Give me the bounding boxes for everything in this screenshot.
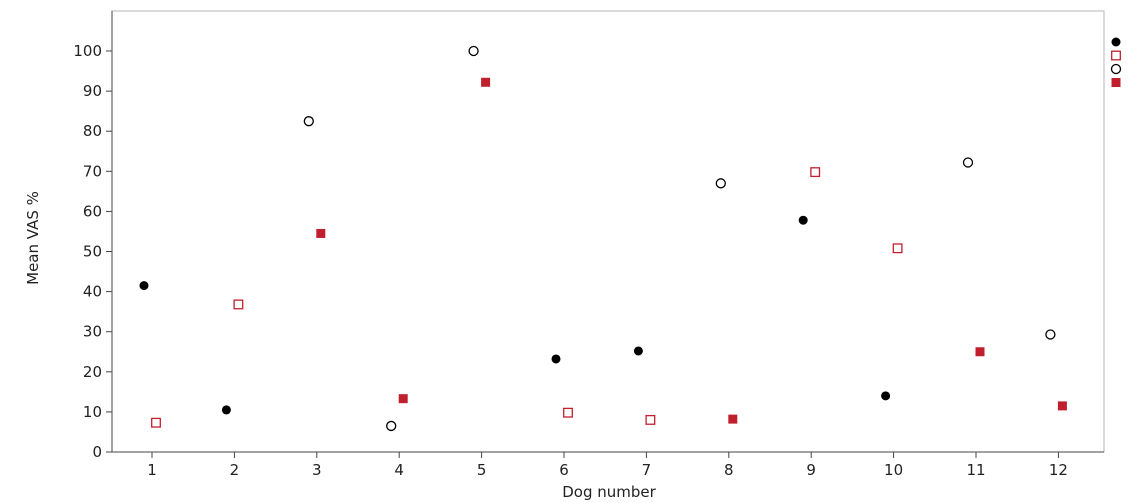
data-point-filled-square [1057, 401, 1067, 411]
y-tick-label: 100 [73, 42, 102, 60]
x-tick-label: 3 [312, 461, 322, 479]
data-point-filled-square [728, 414, 738, 424]
data-point-filled-circle [551, 354, 561, 364]
data-point-open-circle [303, 116, 314, 127]
x-axis-ticks: 1 2 3 4 5 6 7 8 9 10 11 12 [147, 452, 1068, 479]
x-tick-label: 12 [1049, 461, 1068, 479]
y-tick-label: 0 [92, 443, 102, 461]
y-tick-label: 40 [83, 283, 102, 301]
data-point-filled-circle [139, 281, 149, 291]
y-tick-label: 90 [83, 82, 102, 100]
data-point-open-circle [386, 420, 397, 432]
y-tick-label: 50 [83, 243, 102, 261]
legend [1110, 37, 1122, 87]
data-point-open-square [233, 299, 244, 310]
y-tick-label: 10 [83, 403, 102, 421]
data-point-open-square [892, 243, 903, 254]
x-axis-title: Dog number [562, 483, 656, 501]
x-tick-label: 8 [724, 461, 734, 479]
data-point-filled-circle [221, 405, 231, 415]
data-point-open-circle [1045, 329, 1056, 340]
y-tick-label: 60 [83, 202, 102, 220]
x-tick-label: 1 [147, 461, 157, 479]
x-tick-label: 6 [559, 461, 569, 479]
data-point-filled-square [975, 347, 985, 357]
x-tick-label: 2 [230, 461, 240, 479]
data-points [139, 45, 1067, 432]
y-tick-label: 30 [83, 323, 102, 341]
data-point-filled-square [316, 228, 326, 238]
x-tick-label: 11 [966, 461, 985, 479]
legend-marker-filled-square [1111, 78, 1121, 87]
data-point-open-circle [962, 157, 974, 168]
data-point-filled-square [398, 394, 408, 404]
y-axis-ticks: 0 10 20 30 40 50 60 70 80 90 100 [73, 42, 112, 461]
data-point-filled-square [481, 77, 491, 87]
x-tick-label: 4 [394, 461, 404, 479]
legend-marker-open-square [1111, 50, 1121, 61]
data-point-open-square [563, 407, 573, 418]
y-axis-title: Mean VAS % [24, 191, 42, 285]
x-tick-label: 7 [642, 461, 652, 479]
data-point-open-circle [715, 178, 726, 189]
y-tick-label: 80 [83, 122, 102, 140]
data-point-open-square [151, 417, 161, 428]
y-tick-label: 70 [83, 162, 102, 180]
data-point-open-square [645, 414, 656, 425]
data-point-filled-circle [881, 391, 891, 401]
legend-marker-open-circle [1110, 63, 1122, 75]
x-tick-label: 10 [884, 461, 903, 479]
data-point-open-square [810, 167, 821, 178]
data-point-open-circle [468, 45, 479, 57]
y-tick-label: 20 [83, 363, 102, 381]
data-point-filled-circle [798, 215, 808, 225]
x-tick-label: 9 [806, 461, 816, 479]
x-tick-label: 5 [477, 461, 487, 479]
legend-marker-filled-circle [1111, 37, 1121, 47]
data-point-filled-circle [633, 346, 643, 356]
